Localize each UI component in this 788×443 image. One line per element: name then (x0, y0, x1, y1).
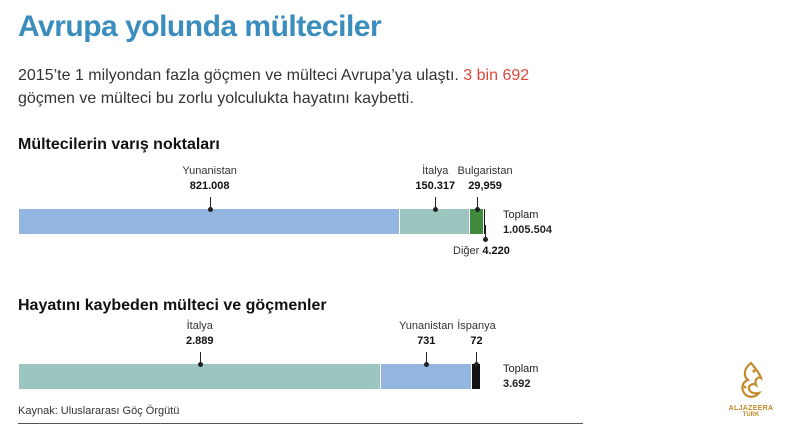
arrivals-marker-2 (475, 197, 481, 212)
deaths-marker-0 (197, 352, 203, 367)
chart1-title: Mültecilerin varış noktaları (18, 136, 220, 153)
arrivals-segment-1 (400, 209, 471, 234)
logo-text-main: ALJAZEERA (728, 405, 774, 412)
deaths-segment-2 (471, 364, 481, 389)
deaths-label-1: Yunanistan 731 (399, 320, 453, 347)
deaths-marker-2 (474, 352, 480, 367)
arrivals-label-name-1: İtalya (422, 165, 449, 177)
chart2-total: Toplam 3.692 (503, 362, 538, 392)
aljazeera-logo: ALJAZEERA TURK (726, 360, 776, 418)
arrivals-label-2: Bulgaristan 29,959 (458, 165, 513, 192)
deaths-label-name-1: Yunanistan (399, 320, 454, 332)
deaths-label-value-1: 731 (417, 335, 436, 347)
intro-part1: 2015’te 1 milyondan fazla göçmen ve mült… (18, 67, 464, 84)
arrivals-label-1: İtalya 150.317 (415, 165, 455, 192)
deaths-label-name-2: İspanya (457, 320, 496, 332)
deaths-marker-1 (424, 352, 430, 367)
chart2-title: Hayatını kaybeden mülteci ve göçmenler (18, 297, 327, 314)
intro-part2: göçmen ve mülteci bu zorlu yolculukta ha… (18, 90, 414, 107)
chart1-total: Toplam 1.005.504 (503, 208, 552, 238)
arrivals-marker-1 (433, 197, 439, 212)
aljazeera-emblem-icon (741, 361, 764, 398)
arrivals-label-value-1: 150.317 (415, 180, 456, 192)
arrivals-label-value-3: 4.220 (482, 245, 510, 257)
chart1-total-value: 1.005.504 (503, 224, 552, 236)
deaths-label-0: İtalya 2.889 (186, 320, 214, 347)
arrivals-label-3: Diğer 4.220 (453, 245, 510, 257)
chart1-total-label: Toplam (503, 209, 539, 221)
source-text: Kaynak: Uluslararası Göç Örgütü (18, 405, 180, 417)
arrivals-marker-3 (483, 225, 489, 242)
arrivals-label-0: Yunanistan 821.008 (182, 165, 236, 192)
deaths-bar (19, 364, 481, 389)
arrivals-label-name-2: Bulgaristan (457, 165, 513, 177)
deaths-segment-0 (19, 364, 381, 389)
intro-text: 2015’te 1 milyondan fazla göçmen ve mült… (18, 64, 618, 110)
arrivals-bar (19, 209, 487, 234)
logo-text-sub: TURK (742, 412, 760, 418)
arrivals-label-value-0: 821.008 (189, 180, 230, 192)
chart2-total-label: Toplam (503, 363, 539, 375)
arrivals-segment-0 (19, 209, 401, 234)
arrivals-marker-0 (207, 197, 213, 212)
arrivals-segment-2 (470, 209, 485, 234)
source-divider (18, 423, 583, 424)
arrivals-label-name-0: Yunanistan (182, 165, 237, 177)
deaths-segment-1 (380, 364, 472, 389)
arrivals-label-value-2: 29,959 (468, 180, 502, 192)
arrivals-label-name-3: Diğer (453, 245, 483, 257)
deaths-label-name-0: İtalya (186, 320, 213, 332)
deaths-label-value-2: 72 (470, 335, 483, 347)
deaths-label-2: İspanya 72 (457, 320, 496, 347)
deaths-label-value-0: 2.889 (185, 335, 214, 347)
chart2-total-value: 3.692 (503, 378, 531, 390)
arrivals-segment-3 (484, 209, 487, 234)
intro-highlight: 3 bin 692 (463, 67, 530, 84)
page-title: Avrupa yolunda mülteciler (18, 10, 382, 43)
